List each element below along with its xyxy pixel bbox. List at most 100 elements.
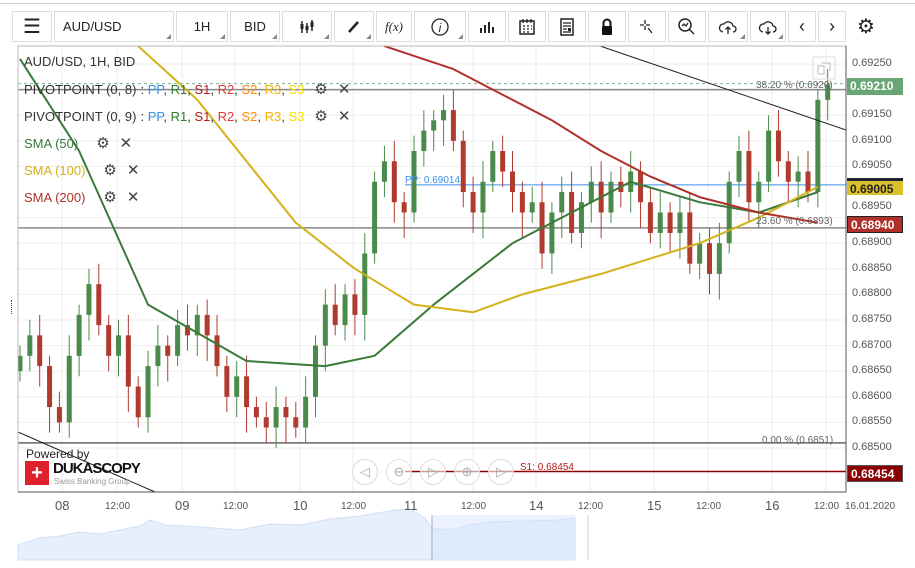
- zoom-in-button[interactable]: ⊕: [454, 459, 480, 485]
- separator: ,: [281, 81, 289, 97]
- chart-type-button[interactable]: [282, 11, 332, 42]
- gear-icon[interactable]: ⚙: [314, 108, 328, 125]
- gear-icon[interactable]: ⚙: [103, 189, 117, 206]
- candles-icon: [300, 19, 314, 33]
- top-border: [0, 3, 915, 4]
- navigator-window[interactable]: [432, 515, 575, 560]
- candle-down: [332, 304, 338, 326]
- candle-up: [322, 304, 328, 346]
- time-tick: 16.01.2020: [845, 501, 896, 512]
- scroll-right-button[interactable]: ›: [818, 11, 846, 42]
- candle-down: [204, 314, 210, 336]
- close-icon[interactable]: ✕: [126, 162, 140, 179]
- close-icon[interactable]: ✕: [337, 108, 351, 125]
- gear-icon[interactable]: ⚙: [96, 135, 110, 152]
- zoom-out-button[interactable]: ⊖: [386, 459, 412, 485]
- indicator-sma-100: SMA (100) ⚙ ✕: [24, 161, 139, 179]
- triangle-right-icon: ▷: [496, 464, 506, 479]
- pan-left-button[interactable]: ◁: [352, 459, 378, 485]
- function-button[interactable]: f(x): [376, 11, 412, 42]
- last-price-label: 0.69210: [847, 78, 903, 95]
- news-button[interactable]: [548, 11, 586, 42]
- side-value: BID: [244, 19, 266, 34]
- candle-up: [441, 110, 447, 121]
- candle-up: [116, 335, 121, 356]
- candle-down: [460, 140, 466, 192]
- candle-up: [490, 151, 496, 182]
- menu-button[interactable]: ☰: [12, 11, 52, 42]
- pan-right-button[interactable]: ▷: [488, 459, 514, 485]
- levels: [18, 83, 846, 473]
- chevron-left-icon: ‹: [799, 16, 805, 36]
- gear-icon: ⚙: [857, 16, 875, 38]
- popout-icon: [817, 62, 831, 75]
- scroll-left-button[interactable]: ‹: [788, 11, 816, 42]
- time-tick: 11: [404, 498, 418, 513]
- left-resize-handle[interactable]: [11, 300, 14, 314]
- close-icon[interactable]: ✕: [337, 81, 351, 98]
- fullscreen-button[interactable]: [812, 56, 836, 80]
- lock-button[interactable]: [588, 11, 626, 42]
- candle-down: [510, 171, 515, 192]
- crosshair-button[interactable]: [628, 11, 666, 42]
- navigator[interactable]: [17, 508, 589, 561]
- candle-down: [96, 284, 102, 326]
- candle-down: [647, 202, 653, 233]
- grid: [18, 46, 846, 492]
- candle-up: [578, 202, 584, 233]
- instrument-select[interactable]: AUD/USD: [54, 11, 174, 42]
- time-tick: 15: [647, 498, 662, 513]
- trendline-lower[interactable]: [17, 431, 156, 493]
- candle-up: [549, 212, 555, 254]
- time-tick: 12:00: [578, 501, 604, 512]
- indicator-name: SMA (200): [24, 189, 86, 205]
- candle-up: [657, 212, 663, 233]
- pivot-s1: S1: [194, 108, 211, 124]
- candle-down: [224, 366, 230, 397]
- draw-button[interactable]: [334, 11, 374, 42]
- side-select[interactable]: BID: [230, 11, 280, 42]
- candle-up: [342, 294, 348, 326]
- info-button[interactable]: i: [414, 11, 466, 42]
- close-icon[interactable]: ✕: [119, 135, 133, 152]
- pivot-s1-label: S1: 0.68454: [520, 462, 574, 473]
- candle-up: [756, 181, 762, 203]
- trendline-upper[interactable]: [599, 45, 847, 131]
- candle-up: [155, 345, 161, 367]
- time-tick: 08: [55, 498, 70, 513]
- candle-up: [795, 171, 801, 182]
- period-select[interactable]: 1H: [176, 11, 228, 42]
- pivot-r2: R2: [217, 108, 235, 124]
- indicator-name: PIVOTPOINT (0, 8): [24, 81, 137, 97]
- volume-button[interactable]: [468, 11, 506, 42]
- settings-button[interactable]: ⚙: [848, 11, 884, 42]
- price-tick: 0.68500: [852, 441, 892, 453]
- candle-up: [27, 335, 33, 356]
- candle-down: [450, 110, 456, 141]
- candle-up: [825, 84, 831, 100]
- candle-up: [273, 407, 279, 428]
- lock-icon: [602, 18, 612, 35]
- candle-up: [381, 161, 387, 182]
- indicator-pivot-8: PIVOTPOINT (0, 8) : PP, R1, S1, R2, S2, …: [24, 80, 350, 98]
- gear-icon[interactable]: ⚙: [314, 81, 328, 98]
- indicator-sma-200: SMA (200) ⚙ ✕: [24, 188, 139, 206]
- candle-down: [707, 243, 712, 274]
- sma50-line: [19, 58, 819, 368]
- separator: :: [140, 108, 148, 124]
- download-button[interactable]: [750, 11, 786, 42]
- pivot-pp: PP: [147, 81, 164, 97]
- close-icon[interactable]: ✕: [126, 189, 140, 206]
- candle-up: [145, 366, 151, 418]
- price-tick: 0.68900: [852, 236, 892, 249]
- logo-subtitle: Swiss Banking Group: [54, 477, 131, 486]
- chart-title: AUD/USD, 1H, BID: [24, 54, 135, 69]
- upload-button[interactable]: [708, 11, 748, 42]
- price-tick: 0.69100: [852, 133, 892, 146]
- zoom-button[interactable]: [668, 11, 706, 42]
- gear-icon[interactable]: ⚙: [103, 162, 117, 179]
- separator: ,: [210, 108, 218, 124]
- reset-button[interactable]: ▷: [420, 459, 446, 485]
- calendar-button[interactable]: [508, 11, 546, 42]
